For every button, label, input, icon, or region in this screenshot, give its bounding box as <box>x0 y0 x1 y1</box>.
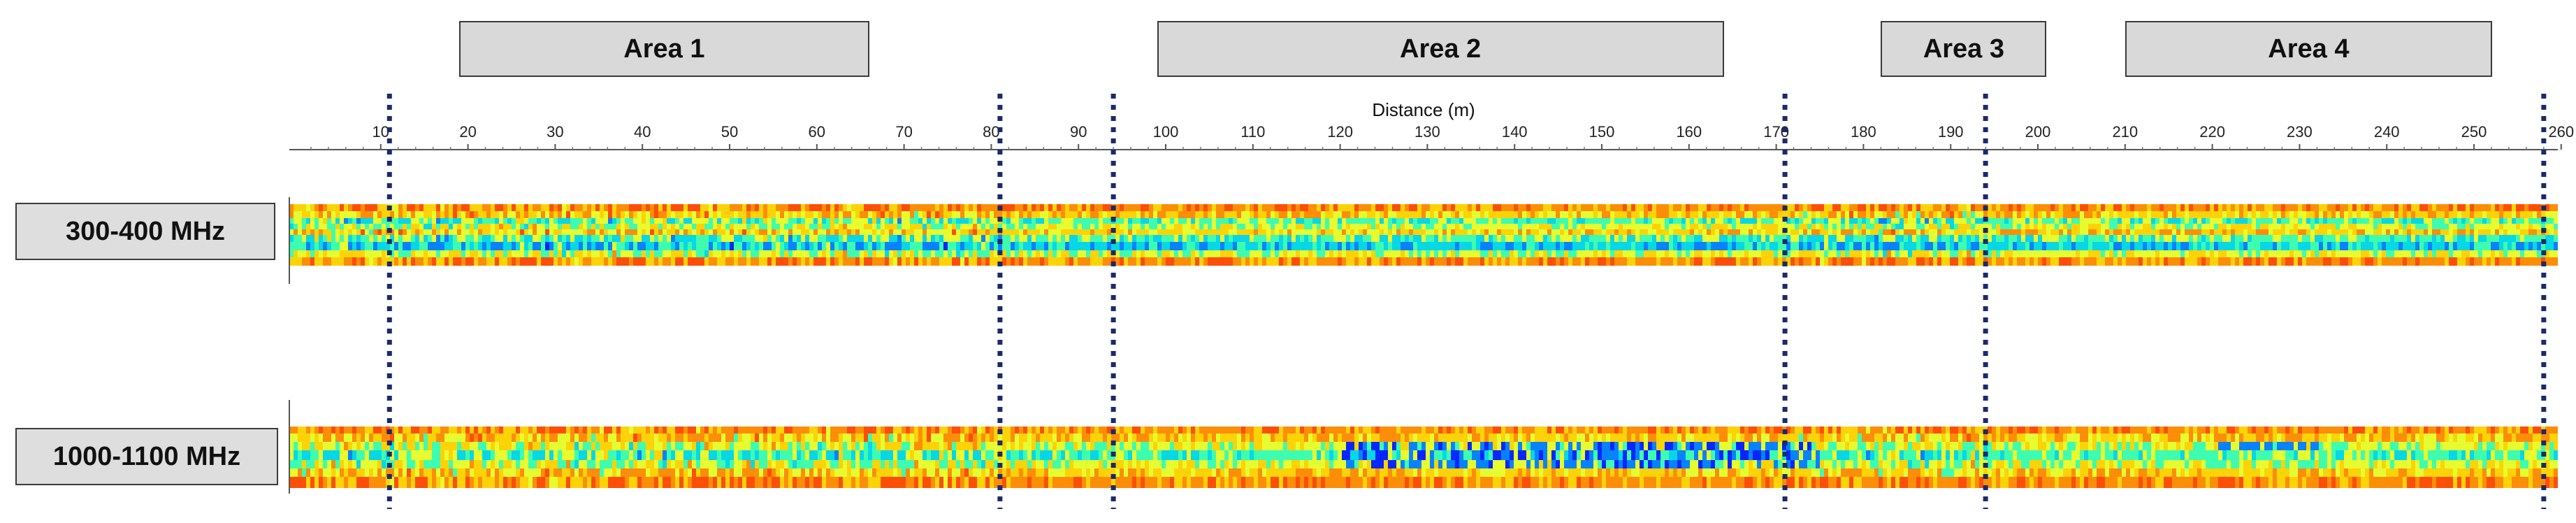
heatmap-band-1 <box>289 427 2558 488</box>
area-4-label: Area 4 <box>2125 21 2492 77</box>
heatmap-band-0 <box>289 204 2558 266</box>
heatmap-layer <box>289 204 2558 488</box>
area-1-label: Area 1 <box>459 21 869 77</box>
area-2-label: Area 2 <box>1157 21 1724 77</box>
area-3-label: Area 3 <box>1881 21 2047 77</box>
band-texture <box>289 204 2558 266</box>
